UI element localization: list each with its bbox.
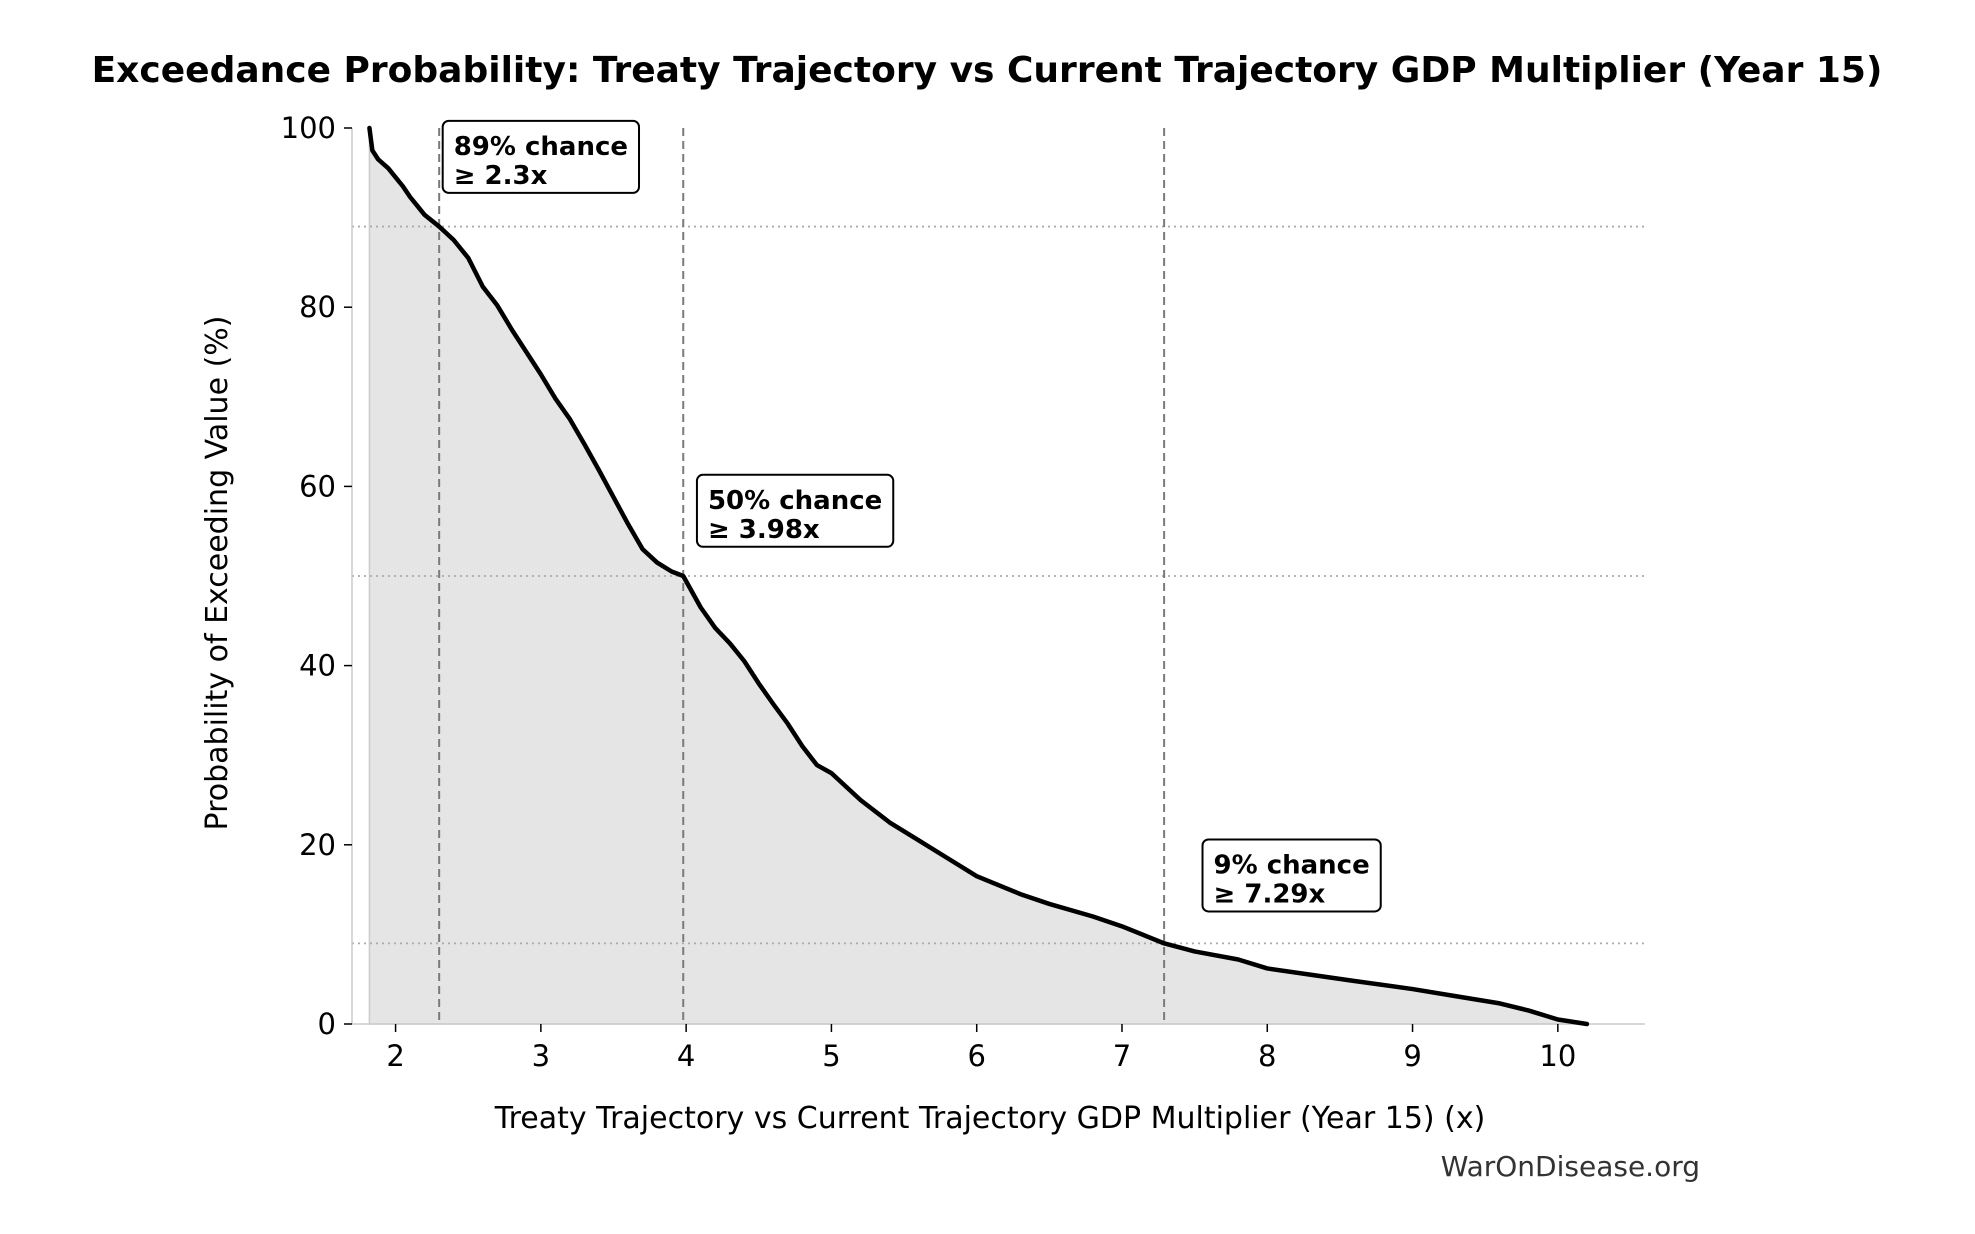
x-tick-label: 9 [1403, 1039, 1421, 1073]
x-tick-label: 10 [1539, 1039, 1576, 1073]
y-tick-label: 60 [299, 469, 336, 503]
chart-title: Exceedance Probability: Treaty Trajector… [92, 50, 1883, 91]
y-tick-label: 20 [299, 828, 336, 862]
annotation-box [441, 119, 641, 194]
x-tick-label: 4 [677, 1039, 695, 1073]
area-fill [368, 127, 1588, 1025]
x-tick-label: 6 [967, 1039, 985, 1073]
x-tick-label: 2 [386, 1039, 404, 1073]
y-tick-label: 0 [318, 1007, 336, 1041]
annotation-3: 9% chance≥ 7.29x [1201, 838, 1382, 913]
annotation-line-threshold: ≥ 7.29x [1214, 879, 1326, 909]
x-tick-label: 3 [532, 1039, 550, 1073]
x-tick-label: 8 [1258, 1039, 1276, 1073]
y-tick-label: 80 [299, 290, 336, 324]
annotation-line-probability: 9% chance [1214, 850, 1370, 880]
annotation-line-threshold: ≥ 2.3x [454, 161, 548, 191]
watermark: WarOnDisease.org [1441, 1150, 1700, 1183]
annotation-box [1201, 838, 1382, 913]
x-tick-label: 7 [1113, 1039, 1131, 1073]
annotation-box [695, 473, 895, 548]
y-tick-label: 100 [281, 111, 336, 145]
annotation-2: 50% chance≥ 3.98x [695, 473, 895, 548]
annotation-line-probability: 50% chance [708, 486, 882, 516]
x-tick-label: 5 [822, 1039, 840, 1073]
annotation-line-probability: 89% chance [454, 132, 628, 162]
annotation-1: 89% chance≥ 2.3x [441, 119, 641, 194]
y-tick-label: 40 [299, 649, 336, 683]
x-axis-label: Treaty Trajectory vs Current Trajectory … [494, 1101, 1486, 1136]
exceedance-curve [367, 125, 1590, 1027]
annotation-line-threshold: ≥ 3.98x [708, 515, 820, 545]
y-axis-label: Probability of Exceeding Value (%) [200, 316, 235, 831]
